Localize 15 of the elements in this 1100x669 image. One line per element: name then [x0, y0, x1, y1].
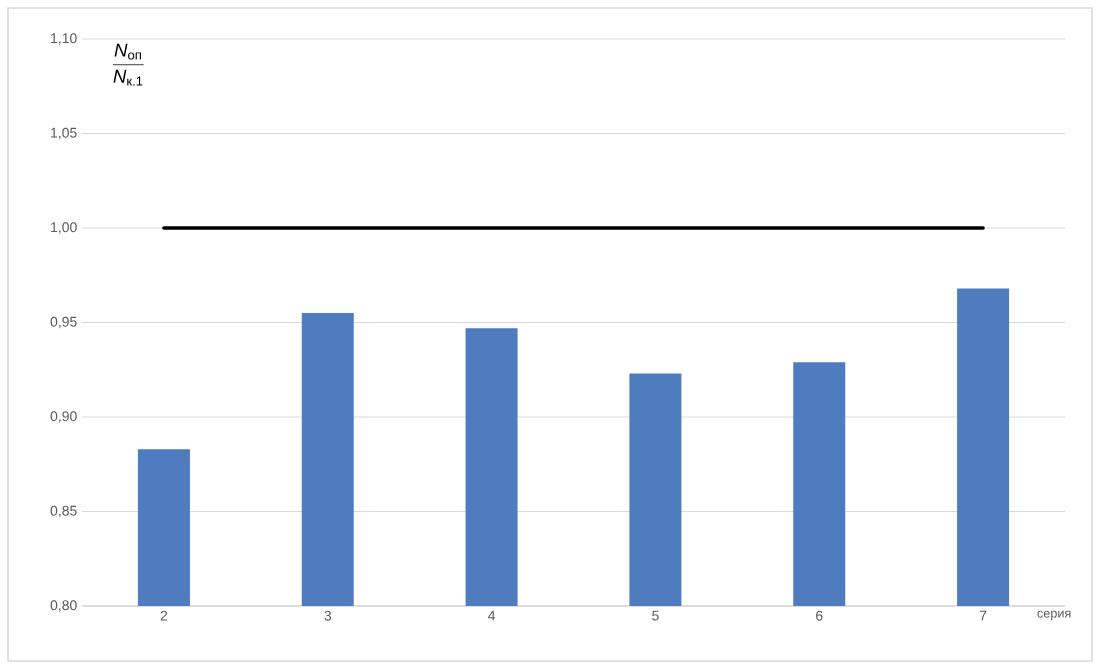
y-tick-label: 1,00: [51, 222, 77, 234]
x-tick-label: 7: [979, 610, 987, 621]
y-tick-label: 0,90: [50, 411, 77, 423]
x-tick-label: 6: [816, 610, 823, 621]
x-tick-label: 4: [488, 610, 496, 621]
x-tick-label: 5: [652, 610, 659, 621]
y-tick-label: 1,10: [51, 33, 77, 45]
y-tick-label: 0,85: [50, 505, 77, 518]
x-tick-label: 2: [160, 610, 168, 621]
y-tick-label: 0,95: [50, 316, 77, 329]
y-tick-label: 1,05: [51, 127, 77, 140]
y-tick-label: 0,80: [50, 600, 77, 612]
x-tick-label: 3: [324, 610, 332, 621]
x-axis-title: серия: [1037, 610, 1071, 621]
y-axis-title: $\frac{\textit{N}_{\text{оп}}}{\textit{N}_{\text{к.1}}}$: [112, 43, 144, 86]
